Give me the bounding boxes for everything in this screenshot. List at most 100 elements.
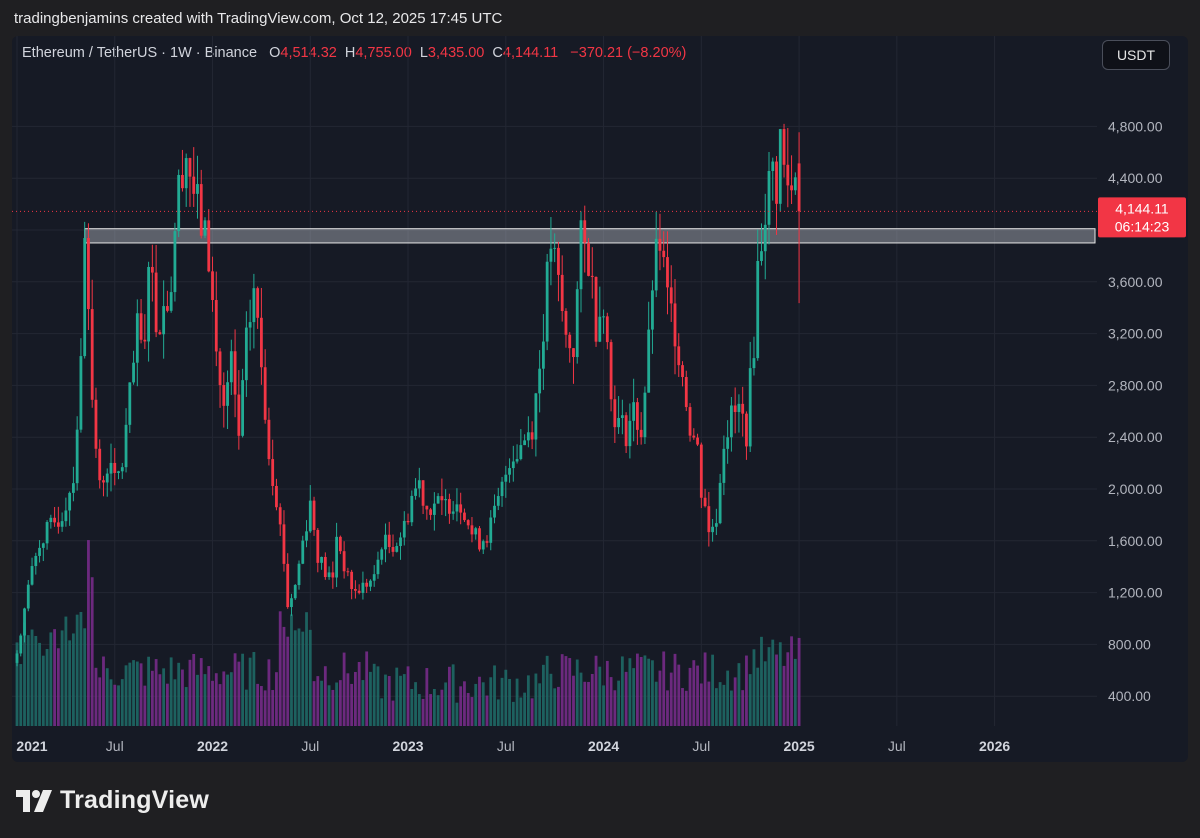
candle-body[interactable] — [575, 289, 579, 358]
candle-body[interactable] — [15, 653, 19, 663]
candle-body[interactable] — [350, 571, 354, 590]
candle-body[interactable] — [222, 385, 226, 406]
candle-body[interactable] — [748, 368, 752, 447]
candle-body[interactable] — [357, 590, 361, 593]
candle-body[interactable] — [669, 287, 673, 304]
candle-body[interactable] — [508, 468, 511, 475]
candle-body[interactable] — [639, 429, 643, 438]
candle-body[interactable] — [583, 220, 587, 243]
candle-body[interactable] — [793, 177, 797, 191]
candle-body[interactable] — [252, 288, 256, 323]
candle-body[interactable] — [308, 500, 312, 532]
candle-body[interactable] — [166, 306, 169, 311]
symbol-label[interactable]: Ethereum / TetherUS · 1W · Binance — [22, 45, 258, 61]
candle-body[interactable] — [666, 257, 669, 288]
candle-body[interactable] — [496, 496, 500, 506]
candle-body[interactable] — [316, 529, 320, 563]
candle-body[interactable] — [199, 184, 203, 236]
candle-body[interactable] — [451, 511, 455, 514]
candle-body[interactable] — [745, 413, 748, 447]
candle-body[interactable] — [267, 419, 271, 460]
candle-body[interactable] — [271, 459, 275, 486]
candle-body[interactable] — [651, 290, 654, 330]
candle-body[interactable] — [778, 129, 782, 204]
candle-body[interactable] — [338, 536, 342, 552]
candle-body[interactable] — [286, 563, 290, 608]
candle-body[interactable] — [68, 492, 72, 511]
candle-body[interactable] — [41, 543, 45, 548]
candle-body[interactable] — [391, 546, 395, 552]
candle-body[interactable] — [444, 499, 448, 501]
candle-body[interactable] — [681, 365, 684, 378]
candle-body[interactable] — [440, 496, 444, 501]
candle-body[interactable] — [278, 507, 282, 525]
candle-body[interactable] — [526, 432, 530, 441]
candle-body[interactable] — [647, 329, 651, 393]
candle-body[interactable] — [365, 582, 369, 587]
candle-body[interactable] — [417, 480, 421, 489]
candle-body[interactable] — [188, 158, 192, 177]
candle-body[interactable] — [120, 467, 124, 472]
chart-panel[interactable]: Ethereum / TetherUS · 1W · Binance O4,51… — [12, 36, 1188, 762]
candle-body[interactable] — [511, 461, 515, 469]
candle-body[interactable] — [549, 248, 553, 262]
candle-body[interactable] — [384, 534, 387, 550]
candle-body[interactable] — [677, 346, 681, 366]
candle-body[interactable] — [466, 520, 470, 526]
candle-body[interactable] — [90, 309, 94, 400]
candle-body[interactable] — [515, 459, 519, 462]
candle-body[interactable] — [790, 185, 793, 191]
candle-body[interactable] — [305, 531, 308, 541]
candle-body[interactable] — [613, 399, 617, 428]
candle-body[interactable] — [233, 351, 237, 395]
candle-body[interactable] — [489, 517, 493, 543]
candle-body[interactable] — [692, 435, 696, 438]
candle-body[interactable] — [369, 580, 372, 587]
candle-body[interactable] — [312, 500, 316, 530]
candle-body[interactable] — [320, 556, 323, 563]
candle-body[interactable] — [72, 483, 75, 493]
candle-body[interactable] — [132, 362, 135, 383]
resistance-zone[interactable] — [84, 228, 1096, 244]
candle-body[interactable] — [376, 559, 380, 575]
candle-body[interactable] — [718, 482, 722, 524]
candle-body[interactable] — [372, 574, 376, 581]
candle-body[interactable] — [684, 377, 688, 408]
candle-body[interactable] — [342, 551, 346, 572]
candle-body[interactable] — [504, 474, 508, 482]
candle-body[interactable] — [387, 534, 391, 547]
candle-body[interactable] — [643, 392, 647, 438]
candle-body[interactable] — [500, 481, 504, 497]
price-chart[interactable]: 400.00 800.00 1,200.00 1,600.00 2,000.00 2,40… — [12, 36, 1188, 762]
candle-body[interactable] — [654, 238, 658, 291]
candle-body[interactable] — [478, 528, 481, 550]
candle-body[interactable] — [229, 351, 233, 383]
candle-body[interactable] — [109, 462, 113, 474]
candle-body[interactable] — [173, 231, 177, 293]
candle-body[interactable] — [331, 572, 335, 578]
candle-body[interactable] — [628, 420, 632, 447]
candle-body[interactable] — [117, 471, 120, 473]
candle-body[interactable] — [425, 505, 429, 510]
candle-body[interactable] — [421, 480, 425, 506]
candle-body[interactable] — [19, 635, 23, 654]
candle-body[interactable] — [737, 403, 741, 413]
candle-body[interactable] — [361, 582, 365, 593]
candle-body[interactable] — [485, 541, 489, 543]
candle-body[interactable] — [237, 394, 241, 436]
candle-body[interactable] — [184, 158, 188, 189]
candle-body[interactable] — [658, 238, 662, 251]
candle-body[interactable] — [782, 129, 786, 165]
candle-body[interactable] — [218, 351, 222, 386]
candle-body[interactable] — [297, 563, 301, 586]
candle-body[interactable] — [282, 524, 286, 564]
candle-body[interactable] — [598, 316, 602, 342]
candle-body[interactable] — [226, 382, 229, 406]
candle-body[interactable] — [293, 585, 297, 599]
candle-body[interactable] — [402, 520, 406, 538]
candle-body[interactable] — [763, 224, 767, 252]
candle-body[interactable] — [429, 509, 432, 515]
candle-body[interactable] — [609, 342, 613, 400]
candle-body[interactable] — [143, 339, 147, 342]
candle-body[interactable] — [30, 566, 34, 585]
